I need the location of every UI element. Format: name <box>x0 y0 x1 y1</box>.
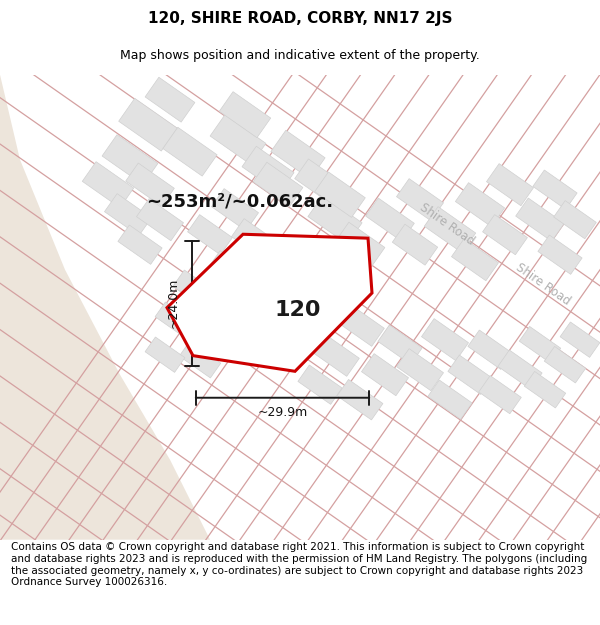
Polygon shape <box>533 170 577 209</box>
Polygon shape <box>232 219 278 261</box>
Polygon shape <box>82 162 134 208</box>
Polygon shape <box>253 162 303 207</box>
Polygon shape <box>104 194 152 236</box>
Polygon shape <box>179 341 221 378</box>
Polygon shape <box>468 330 512 369</box>
Polygon shape <box>335 303 385 346</box>
Polygon shape <box>209 251 251 289</box>
Polygon shape <box>515 198 565 241</box>
Polygon shape <box>361 354 409 396</box>
Text: Contains OS data © Crown copyright and database right 2021. This information is : Contains OS data © Crown copyright and d… <box>11 542 587 587</box>
Polygon shape <box>308 195 362 244</box>
Text: ~24.0m: ~24.0m <box>167 278 180 329</box>
Polygon shape <box>284 297 336 343</box>
Polygon shape <box>554 201 596 239</box>
Text: Shire Road: Shire Road <box>417 201 477 248</box>
Polygon shape <box>118 225 162 264</box>
Polygon shape <box>365 198 415 241</box>
Text: 120: 120 <box>275 300 321 320</box>
Polygon shape <box>219 92 271 138</box>
Polygon shape <box>392 224 437 265</box>
Polygon shape <box>163 127 217 176</box>
Polygon shape <box>479 376 521 414</box>
Polygon shape <box>210 115 266 164</box>
Polygon shape <box>455 182 505 227</box>
Polygon shape <box>194 301 236 339</box>
Text: Map shows position and indicative extent of the property.: Map shows position and indicative extent… <box>120 49 480 62</box>
Text: 120, SHIRE ROAD, CORBY, NN17 2JS: 120, SHIRE ROAD, CORBY, NN17 2JS <box>148 11 452 26</box>
Polygon shape <box>448 355 492 394</box>
Polygon shape <box>218 320 262 359</box>
Polygon shape <box>524 371 566 408</box>
Polygon shape <box>424 207 476 252</box>
Polygon shape <box>167 234 372 371</box>
Polygon shape <box>125 163 175 206</box>
Polygon shape <box>295 159 346 204</box>
Polygon shape <box>314 172 365 217</box>
Polygon shape <box>487 164 533 206</box>
Polygon shape <box>421 319 469 361</box>
Polygon shape <box>136 199 184 241</box>
Polygon shape <box>428 380 472 419</box>
Text: ~29.9m: ~29.9m <box>257 406 308 419</box>
Polygon shape <box>397 349 443 391</box>
Polygon shape <box>242 146 294 193</box>
Polygon shape <box>335 222 385 267</box>
Polygon shape <box>155 302 195 338</box>
Polygon shape <box>311 333 359 376</box>
Polygon shape <box>482 214 527 255</box>
Polygon shape <box>519 326 561 363</box>
Polygon shape <box>560 322 600 357</box>
Polygon shape <box>145 337 185 372</box>
Text: Shire Road: Shire Road <box>513 261 573 308</box>
Polygon shape <box>266 324 314 366</box>
Polygon shape <box>498 350 542 389</box>
Polygon shape <box>397 179 443 221</box>
Polygon shape <box>544 346 586 383</box>
Polygon shape <box>145 78 195 122</box>
Polygon shape <box>245 278 295 321</box>
Polygon shape <box>538 235 582 274</box>
Polygon shape <box>451 239 499 281</box>
Polygon shape <box>0 74 210 539</box>
Text: ~253m²/~0.062ac.: ~253m²/~0.062ac. <box>146 193 334 211</box>
Polygon shape <box>271 130 325 179</box>
Polygon shape <box>298 365 342 404</box>
Polygon shape <box>188 214 232 255</box>
Polygon shape <box>173 270 217 309</box>
Polygon shape <box>378 325 422 364</box>
Polygon shape <box>211 189 259 231</box>
Polygon shape <box>102 135 158 184</box>
Polygon shape <box>337 379 383 420</box>
Polygon shape <box>119 98 178 151</box>
